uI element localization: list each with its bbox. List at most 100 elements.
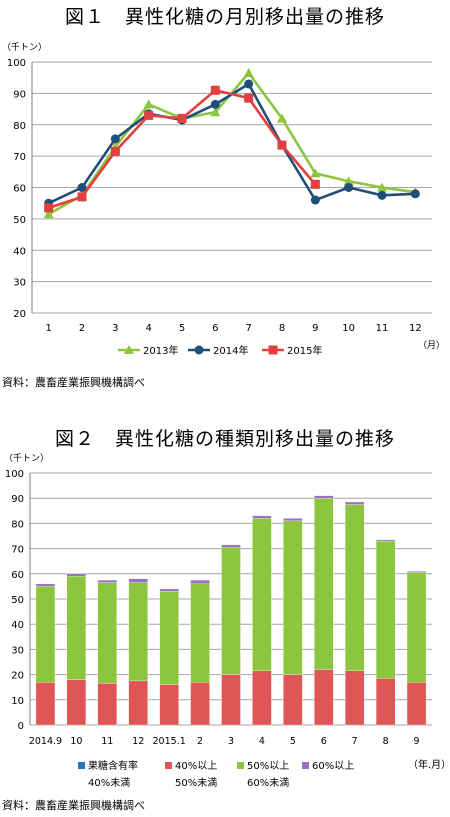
chart2-bar-segment [128, 582, 148, 682]
chart2-legend-label-line2: 60%未満 [247, 777, 289, 789]
chart2-bar-segment [375, 678, 396, 726]
chart2-source: 資料：農畜産業振興機構調べ [2, 799, 145, 812]
chart2-bar-segment [283, 520, 303, 675]
chart2-bar-segment [345, 501, 365, 505]
chart1-y-tick-label: 20 [13, 309, 26, 320]
chart2-legend-label-line2: 50%未満 [175, 777, 217, 789]
chart2-x-tick-label: 10 [70, 736, 82, 747]
chart2-legend-label-line1: 果糖含有率 [88, 759, 138, 772]
chart2-bar-segment [159, 591, 179, 685]
chart1-point [310, 195, 320, 205]
chart2-y-tick-label: 20 [11, 671, 24, 682]
chart2-bar-segment [128, 578, 148, 583]
chart1-y-tick-label: 100 [7, 58, 26, 69]
chart2-bar-segment [190, 579, 210, 585]
chart1-x-unit: （月） [418, 340, 445, 351]
chart2-bar-segment [406, 571, 427, 573]
chart2-y-tick-label: 80 [11, 519, 24, 530]
chart2-x-tick-label: 9 [414, 736, 420, 747]
chart2-bar-segment [252, 518, 272, 671]
chart1-point [77, 183, 87, 192]
chart1-y-tick-label: 50 [13, 215, 26, 226]
chart1-point [43, 209, 54, 219]
chart1-x-tick-label: 9 [312, 323, 318, 334]
chart1-x-tick-label: 5 [179, 323, 185, 334]
chart2-bar-segment [314, 669, 334, 726]
chart2-bar-segment [66, 573, 87, 577]
chart2-x-tick-label: 12 [132, 736, 144, 747]
chart2-x-tick-label: 6 [321, 736, 327, 747]
chart2-bar-segment [375, 540, 396, 679]
chart2-bar-segment [345, 504, 365, 671]
chart1-x-tick-label: 4 [145, 323, 151, 334]
chart2-y-tick-label: 10 [11, 696, 24, 707]
chart2-y-tick-label: 30 [11, 645, 24, 656]
chart2-x-tick-label: 11 [101, 736, 113, 747]
chart2-y-tick-label: 90 [11, 494, 24, 505]
chart1-legend-label: 2014年 [213, 344, 248, 357]
chart1-x-tick-label: 12 [409, 323, 422, 334]
chart1-x-tick-label: 3 [112, 323, 118, 334]
chart2-x-tick-label: 2015.1 [153, 736, 186, 747]
chart1-y-tick-label: 90 [13, 89, 26, 100]
chart2-legend-label-line1: 50%以上 [247, 760, 289, 772]
chart1-point [244, 79, 254, 89]
chart2-y-tick-label: 40 [11, 620, 24, 631]
chart2-x-unit: （年.月） [408, 758, 450, 771]
chart2-bar-segment [66, 679, 87, 726]
chart2-bar-segment [97, 582, 117, 684]
chart1-x-tick-label: 7 [245, 323, 251, 334]
chart2-bar-segment [283, 518, 303, 522]
chart2-legend-swatch [237, 762, 244, 769]
chart2-legend-swatch [165, 762, 172, 769]
chart2-bar-segment [35, 583, 56, 587]
chart1-series-line [48, 70, 416, 216]
chart2-y-tick-label: 60 [11, 570, 24, 581]
chart2-bar-segment [128, 680, 148, 726]
chart1-y-unit: （千トン） [2, 42, 47, 53]
chart1-point [377, 182, 387, 192]
chart2-legend-swatch [78, 762, 85, 769]
chart1-x-tick-label: 1 [45, 323, 51, 334]
chart2-y-tick-label: 50 [11, 595, 24, 606]
chart2-bar-segment [221, 547, 241, 675]
chart2-bar-segment [283, 674, 303, 726]
chart2-bar-segment [66, 576, 87, 680]
chart1-point [244, 93, 254, 103]
chart1-point [144, 110, 154, 120]
chart2-bar-segment [97, 579, 117, 583]
chart1-point [210, 107, 221, 117]
chart2-bar-segment [314, 495, 334, 499]
chart1-legend-label: 2015年 [287, 344, 322, 357]
chart2-bar-segment [97, 683, 117, 726]
chart2-bar-segment [252, 515, 272, 519]
chart1-point [210, 99, 220, 109]
chart2-bar-segment [345, 670, 365, 726]
chart1-point [310, 168, 321, 178]
chart1-point [343, 176, 354, 186]
chart2-title: 図２ 異性化糖の種類別移出量の推移 [54, 428, 395, 450]
chart1-title: 図１ 異性化糖の月別移出量の推移 [64, 6, 385, 28]
chart2-x-tick-label: 4 [259, 736, 265, 747]
chart2-legend-label-line1: 40%以上 [175, 760, 217, 772]
chart1-y-tick-label: 80 [13, 121, 26, 132]
chart1-source: 資料：農畜産業振興機構調べ [2, 376, 145, 389]
chart2-bar-segment [35, 682, 56, 726]
chart1-point [143, 99, 154, 109]
chart1-point [277, 113, 287, 123]
chart2-bar-segment [159, 588, 179, 592]
chart2-legend-label-line1: 60%以上 [312, 760, 354, 772]
chart2-bar-segment [221, 544, 241, 548]
chart1-legend-marker [194, 345, 204, 355]
chart1-y-tick-label: 30 [13, 278, 26, 289]
chart1-y-tick-label: 60 [13, 184, 26, 195]
chart1-point [110, 146, 120, 156]
chart1-point [377, 190, 387, 200]
chart1-point [210, 85, 220, 95]
chart1-point [410, 189, 420, 199]
chart1-x-tick-label: 6 [212, 323, 218, 334]
chart1-x-tick-label: 11 [376, 323, 389, 334]
chart1-y-tick-label: 40 [13, 246, 26, 257]
chart2-bar-segment [252, 670, 272, 726]
